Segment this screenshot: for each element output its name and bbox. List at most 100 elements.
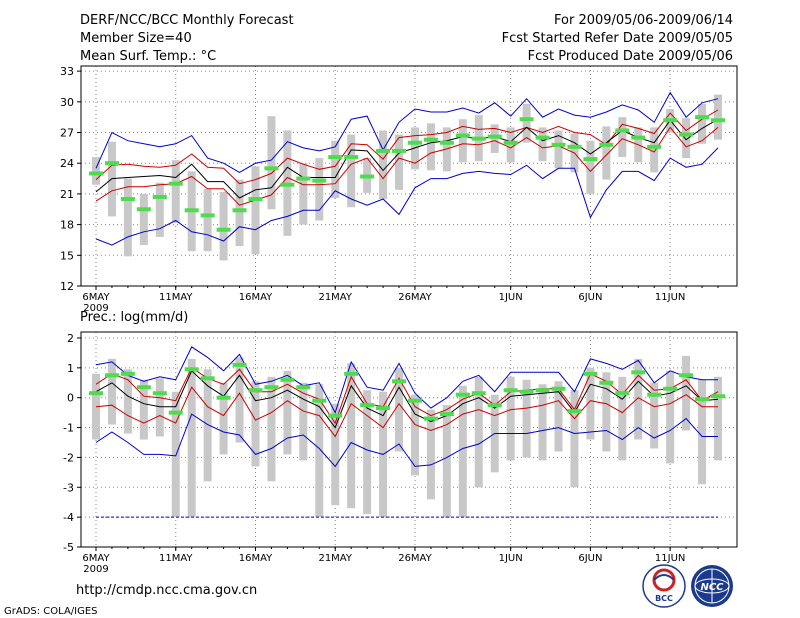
sigma-lower-line	[95, 386, 718, 438]
median-marker	[360, 174, 375, 179]
footer-url[interactable]: http://cmdp.ncc.cma.gov.cn	[76, 583, 257, 598]
median-marker	[248, 197, 263, 202]
median-marker	[423, 137, 438, 142]
box-bar	[554, 130, 563, 169]
box-bar	[299, 382, 308, 461]
box-bar	[522, 379, 531, 458]
box-bar	[92, 157, 100, 185]
box-bar	[123, 369, 132, 434]
median-marker	[264, 166, 279, 171]
produced-date: Fcst Produced Date 2009/05/06	[528, 49, 733, 64]
box-bar	[586, 140, 595, 194]
median-marker	[120, 371, 135, 376]
box-bar	[379, 130, 388, 200]
median-marker	[104, 373, 119, 378]
median-marker	[328, 155, 343, 160]
year-label: 2009	[83, 564, 108, 575]
median-marker	[216, 227, 231, 232]
median-marker	[535, 388, 550, 393]
median-marker	[407, 140, 422, 145]
median-marker	[567, 144, 582, 149]
median-marker	[551, 142, 566, 147]
max-line	[95, 91, 719, 173]
sigma-lower-line	[95, 126, 719, 206]
box-bar	[714, 94, 722, 140]
median-marker	[711, 394, 725, 399]
x-tick-label: 16MAY	[239, 553, 273, 564]
y-tick-label: 21	[60, 188, 74, 201]
box-bar	[187, 358, 196, 518]
box-bar	[315, 384, 324, 518]
median-marker	[280, 377, 295, 382]
box-bar	[139, 193, 148, 246]
median-marker	[200, 376, 215, 381]
median-marker	[487, 134, 502, 139]
box-bar	[347, 134, 356, 208]
median-marker	[344, 155, 359, 160]
median-marker	[296, 176, 311, 181]
box-bar	[650, 127, 659, 173]
box-bar	[698, 379, 707, 485]
sigma-upper-line	[95, 109, 719, 185]
box-bar	[602, 372, 611, 452]
ncc-logo-text: NCC	[700, 582, 724, 593]
median-marker	[487, 403, 502, 408]
box-bar	[650, 382, 659, 449]
box-bar	[458, 385, 467, 518]
x-tick-label: 6JUN	[578, 292, 602, 303]
box-bar	[331, 403, 340, 506]
box-bar	[474, 376, 483, 488]
x-tick-label: 11JUN	[655, 292, 685, 303]
box-bar	[219, 382, 228, 455]
median-marker	[344, 371, 359, 376]
median-marker	[200, 213, 215, 218]
median-marker	[89, 391, 103, 396]
x-tick-label: 6MAY	[82, 292, 110, 303]
x-tick-label: 6JUN	[578, 553, 602, 564]
x-tick-label: 11JUN	[655, 553, 685, 564]
box-bar	[618, 376, 627, 461]
y-tick-label: 2	[67, 332, 74, 345]
y-tick-label: 27	[60, 127, 74, 140]
sigma-upper-line	[95, 367, 719, 425]
median-marker	[248, 388, 263, 393]
box-bar	[347, 363, 356, 509]
chart-title: DERF/NCC/BCC Monthly Forecast	[80, 13, 294, 28]
member-size: Member Size=40	[80, 31, 192, 46]
median-marker	[519, 389, 534, 394]
median-marker	[392, 148, 407, 153]
box-bar	[602, 126, 611, 180]
median-marker	[296, 385, 311, 390]
median-marker	[376, 148, 391, 153]
x-tick-label: 26MAY	[398, 292, 432, 303]
median-marker	[392, 379, 407, 384]
box-bar	[395, 134, 404, 190]
median-marker	[328, 413, 343, 418]
box-bar	[299, 163, 308, 225]
median-marker	[535, 135, 550, 140]
box-bar	[538, 384, 547, 461]
median-marker	[280, 182, 295, 187]
box-bar	[155, 182, 164, 237]
median-marker	[503, 140, 518, 145]
box-bar	[666, 370, 675, 464]
box-bar	[363, 390, 372, 515]
median-marker	[583, 157, 598, 162]
box-bar	[251, 166, 260, 255]
median-marker	[312, 178, 327, 183]
median-marker	[503, 388, 518, 393]
median-marker	[232, 362, 247, 367]
box-bar	[538, 127, 547, 162]
box-bar	[139, 379, 148, 440]
y-tick-label: 12	[60, 280, 74, 293]
box-bar	[682, 118, 691, 159]
x-tick-label: 11MAY	[159, 553, 193, 564]
box-bar	[634, 358, 643, 440]
y-tick-label: -5	[63, 541, 74, 554]
bcc-logo: BCC	[642, 564, 686, 608]
box-bar	[442, 405, 451, 518]
box-bar	[586, 367, 595, 440]
median-marker	[631, 135, 646, 140]
box-bar	[395, 367, 404, 452]
